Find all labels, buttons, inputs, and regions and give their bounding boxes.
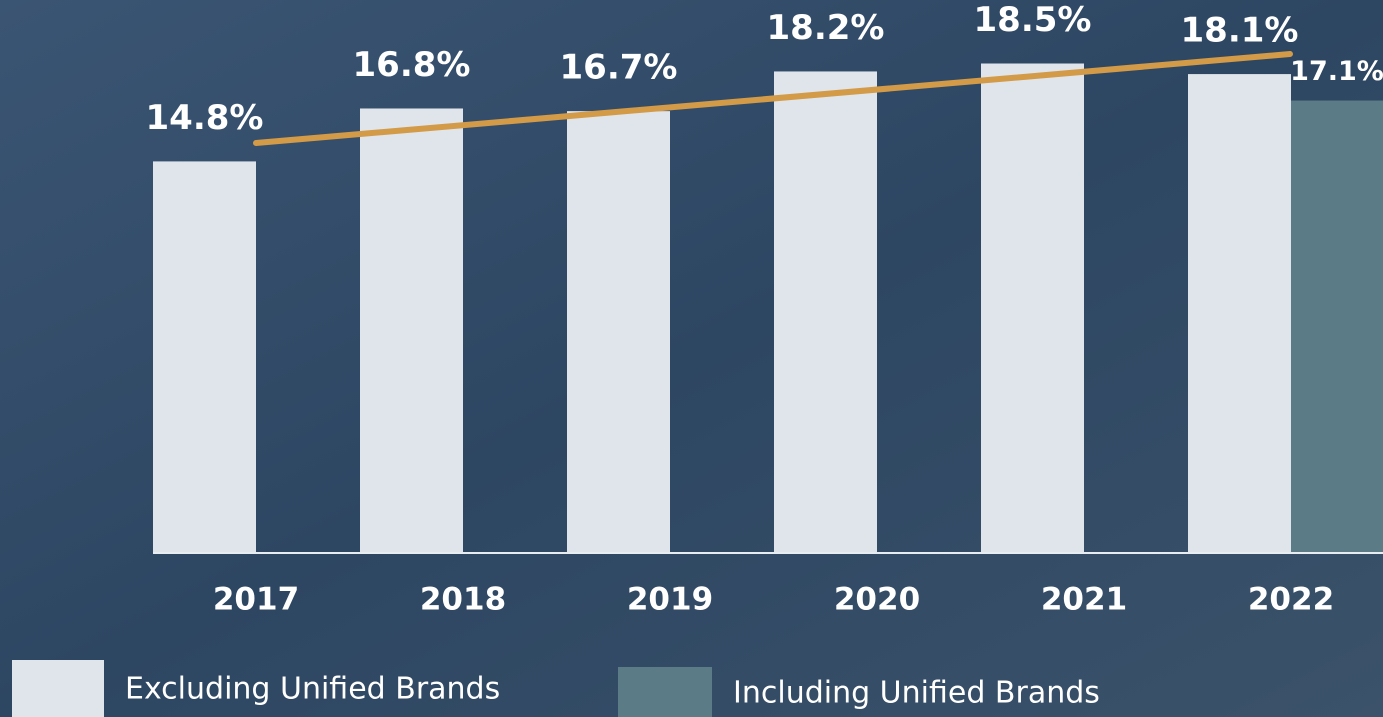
- x-tick-label: 2019: [627, 582, 713, 618]
- bar: [1188, 74, 1291, 553]
- bar: [981, 64, 1084, 553]
- page: 2017 14.8% 2018 16.8% 2019 16.7% 2020 18.2% 2021…: [0, 0, 1383, 717]
- bar: [153, 161, 256, 553]
- value-label: 18.1%: [1181, 11, 1299, 51]
- value-label: 17.1%: [1290, 56, 1383, 87]
- bar: [567, 111, 670, 553]
- x-tick-label: 2021: [1041, 582, 1127, 618]
- legend-label: Excluding Unified Brands: [125, 672, 500, 707]
- bar: [1291, 101, 1383, 553]
- legend-swatch: [12, 660, 104, 717]
- bar: [774, 71, 877, 553]
- x-tick-label: 2022: [1248, 582, 1334, 618]
- value-label: 14.8%: [146, 98, 264, 138]
- chart: 2017 14.8% 2018 16.8% 2019 16.7% 2020 18.2% 2021…: [0, 0, 1383, 717]
- value-label: 16.8%: [353, 45, 471, 85]
- value-label: 16.7%: [560, 48, 678, 88]
- x-tick-label: 2018: [420, 582, 506, 618]
- x-tick-label: 2020: [834, 582, 920, 618]
- value-label: 18.5%: [974, 0, 1092, 40]
- value-label: 18.2%: [767, 8, 885, 48]
- bar: [360, 108, 463, 553]
- x-tick-label: 2017: [213, 582, 299, 618]
- legend-label: Including Unified Brands: [733, 676, 1100, 711]
- legend-swatch: [618, 667, 712, 717]
